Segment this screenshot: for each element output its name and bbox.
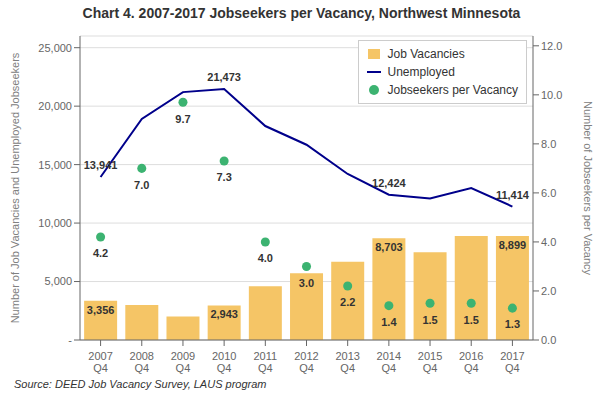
svg-text:1.3: 1.3 [505,318,520,330]
svg-text:8,703: 8,703 [375,241,403,253]
svg-text:0.0: 0.0 [541,334,556,346]
svg-text:2015Q4: 2015Q4 [418,350,442,375]
svg-text:6.0: 6.0 [541,187,556,199]
svg-text:2012Q4: 2012Q4 [294,350,318,375]
svg-text:7.0: 7.0 [134,179,149,191]
svg-text:21,473: 21,473 [207,71,241,83]
svg-text:1.5: 1.5 [464,314,479,326]
svg-text:2008Q4: 2008Q4 [130,350,154,375]
svg-text:2007Q4: 2007Q4 [88,350,112,375]
svg-text:25,000: 25,000 [38,42,72,54]
svg-text:2.0: 2.0 [541,285,556,297]
svg-text:12,424: 12,424 [372,177,407,189]
svg-text:Number of Job Vacancies and Un: Number of Job Vacancies and Unemployed J… [9,52,21,323]
svg-text:-: - [68,334,72,346]
svg-text:2009Q4: 2009Q4 [171,350,195,375]
svg-text:1.4: 1.4 [381,316,397,328]
svg-text:12.0: 12.0 [541,40,562,52]
svg-text:11,414: 11,414 [496,189,530,201]
svg-text:2.2: 2.2 [340,296,355,308]
svg-text:2013Q4: 2013Q4 [335,350,359,375]
svg-text:7.3: 7.3 [216,171,231,183]
html-text:Source: DEED Job Vacancy Surve: Source: DEED Job Vacancy Survey, LAUS pr… [14,378,267,390]
svg-text:15,000: 15,000 [38,159,72,171]
svg-text:9.7: 9.7 [175,113,190,125]
html-text:Unemployed: Unemployed [387,65,455,79]
html-text:Chart 4. 2007-2017 Jobseekers: Chart 4. 2007-2017 Jobseekers per Vacanc… [82,5,521,21]
svg-text:20,000: 20,000 [38,100,72,112]
svg-text:8,899: 8,899 [499,239,527,251]
svg-text:2010Q4: 2010Q4 [212,350,236,375]
svg-text:2016Q4: 2016Q4 [459,350,483,375]
svg-text:10.0: 10.0 [541,89,562,101]
svg-text:3,356: 3,356 [87,304,115,316]
svg-text:8.0: 8.0 [541,138,556,150]
html-text:Job Vacancies: Job Vacancies [387,47,465,61]
svg-text:4.0: 4.0 [258,252,273,264]
svg-text:4.0: 4.0 [541,236,556,248]
svg-text:Number of Jobseekers per Vacan: Number of Jobseekers per Vacancy [582,101,594,276]
html-text:Jobseekers per Vacancy: Jobseekers per Vacancy [387,83,518,97]
svg-text:3.0: 3.0 [299,277,314,289]
svg-text:13,941: 13,941 [84,159,118,171]
svg-text:1.5: 1.5 [422,314,437,326]
svg-text:2011Q4: 2011Q4 [253,350,277,375]
svg-text:2,943: 2,943 [210,308,238,320]
svg-text:2014Q4: 2014Q4 [377,350,401,375]
svg-text:5,000: 5,000 [44,275,72,287]
svg-text:10,000: 10,000 [38,217,72,229]
svg-text:4.2: 4.2 [93,247,108,259]
svg-text:2017Q4: 2017Q4 [500,350,524,375]
